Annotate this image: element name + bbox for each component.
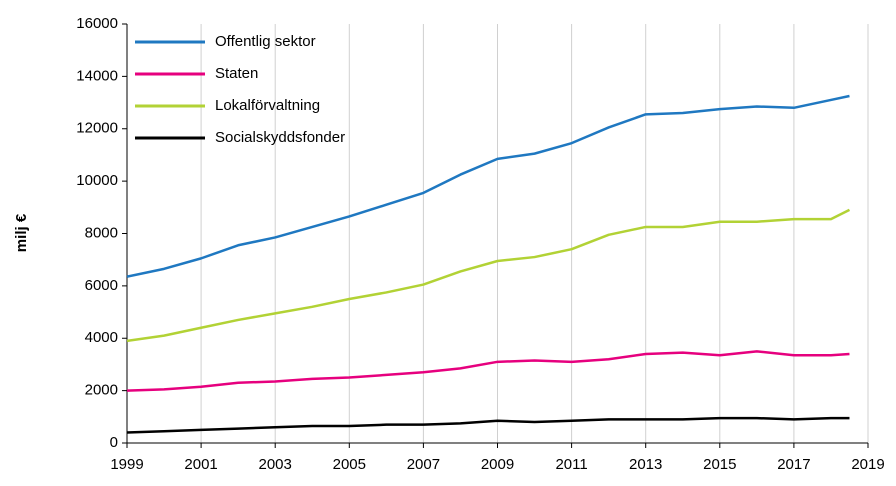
x-tick-label: 2015 [703, 456, 736, 473]
y-tick-label: 16000 [76, 15, 118, 32]
y-tick-label: 6000 [85, 277, 118, 294]
y-tick-label: 4000 [85, 329, 118, 346]
x-tick-label: 2017 [777, 456, 810, 473]
legend-label: Socialskyddsfonder [215, 129, 345, 146]
x-tick-label: 2001 [184, 456, 217, 473]
y-tick-label: 2000 [85, 382, 118, 399]
line-series [126, 94, 850, 278]
line-series [126, 350, 850, 392]
y-tick-label: 10000 [76, 172, 118, 189]
x-tick-label: 2005 [333, 456, 366, 473]
line-series [126, 208, 851, 343]
x-tick-label: 1999 [110, 456, 143, 473]
x-tick-label: 2009 [481, 456, 514, 473]
legend-label: Lokalförvaltning [215, 97, 320, 114]
legend-label: Staten [215, 65, 258, 82]
y-tick-label: 0 [110, 434, 118, 451]
y-tick-label: 8000 [85, 224, 118, 241]
x-tick-label: 2007 [407, 456, 440, 473]
x-tick-label: 2011 [555, 456, 587, 473]
y-tick-label: 14000 [76, 67, 118, 84]
legend-label: Offentlig sektor [215, 33, 316, 50]
x-tick-label: 2019 [851, 456, 884, 473]
x-tick-label: 2003 [259, 456, 292, 473]
y-tick-label: 12000 [76, 120, 118, 137]
line-series [126, 416, 850, 434]
y-axis-label: milj € [13, 213, 30, 252]
x-tick-label: 2013 [629, 456, 662, 473]
